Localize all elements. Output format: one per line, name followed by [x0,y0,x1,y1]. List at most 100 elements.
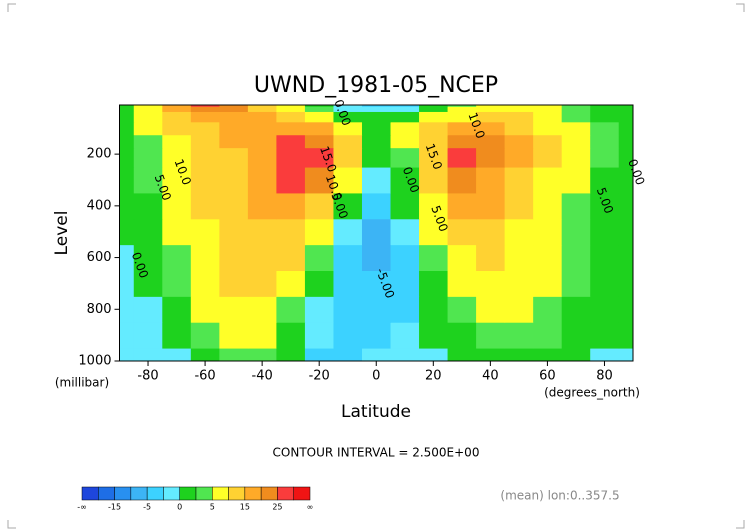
colorbar-box [98,486,115,501]
field-cell [333,121,363,136]
field-cell [304,147,334,168]
page-corners [7,3,745,529]
field-cell [304,105,334,107]
field-cell [119,348,135,362]
field-cell [219,296,249,323]
field-cell [390,105,420,107]
field-cell [361,105,392,107]
field-cell [361,167,392,194]
field-cell [276,218,306,246]
field-cell [447,105,477,107]
field-cell [476,270,506,297]
field-cell [618,134,634,149]
field-cell [276,322,306,349]
field-cell [504,270,534,297]
field-cell [276,147,306,168]
field-cell [504,167,534,194]
field-cell [618,244,634,271]
field-cell [304,348,334,362]
field-cell [504,147,534,168]
x-tick-label: -20 [309,369,330,384]
field-cell [419,147,449,168]
field-cell [276,134,306,149]
footnote: (mean) lon:0..357.5 [500,489,619,503]
field-cell [447,167,477,194]
field-cell [419,348,449,362]
field-cell [304,296,334,323]
field-cell [590,192,620,220]
field-cell [333,105,363,107]
chart-title: UWND_1981-05_NCEP [254,73,498,98]
field-cell [504,218,534,246]
field-cell [333,218,363,246]
field-cell [162,218,192,246]
y-tick-label: 200 [87,147,112,162]
field-cell [419,111,449,123]
field-cell [504,134,534,149]
field-cell [561,106,591,112]
field-cell [419,192,449,220]
field-cell [590,244,620,271]
field-cell [361,134,392,149]
field-cell [618,348,634,362]
x-tick-label: 20 [425,369,442,384]
field-cell [219,106,249,112]
field-cell [533,218,563,246]
field-cell [533,348,563,362]
field-cell [247,244,277,271]
y-tick-label: 1000 [78,354,111,369]
contour-field [119,105,634,362]
field-cell [119,105,135,107]
field-cell [476,322,506,349]
field-cell [390,322,420,349]
field-cell [119,134,135,149]
field-cell [561,244,591,271]
field-cell [618,296,634,323]
field-cell [533,106,563,112]
field-cell [162,348,192,362]
colorbar-box [293,486,311,501]
field-cell [533,167,563,194]
field-cell [219,244,249,271]
field-cell [533,192,563,220]
field-cell [304,270,334,297]
field-cell [190,147,220,168]
field-cell [119,147,135,168]
field-cell [333,322,363,349]
field-cell [162,192,192,220]
field-cell [419,106,449,112]
field-cell [276,105,306,107]
field-cell [590,322,620,349]
field-cell [162,105,192,107]
field-cell [276,167,306,194]
field-cell [133,167,163,194]
field-cell [133,192,163,220]
colorbar-box [228,486,246,501]
field-cell [219,134,249,149]
field-cell [304,167,334,194]
field-cell [476,218,506,246]
field-cell [219,322,249,349]
field-cell [190,106,220,112]
field-cell [133,121,163,136]
field-cell [447,147,477,168]
field-cell [590,218,620,246]
field-cell [361,270,392,297]
field-cell [390,147,420,168]
field-cell [590,270,620,297]
field-cell [133,296,163,323]
field-cell [190,348,220,362]
field-cell [533,111,563,123]
field-cell [419,296,449,323]
field-cell [333,348,363,362]
x-axis-label: Latitude [341,402,411,422]
field-cell [219,111,249,123]
field-cell [390,111,420,123]
field-cell [247,167,277,194]
field-cell [618,106,634,112]
colorbar-box [179,486,197,501]
field-cell [561,296,591,323]
colorbar-box [244,486,262,501]
field-cell [119,167,135,194]
field-cell [476,111,506,123]
